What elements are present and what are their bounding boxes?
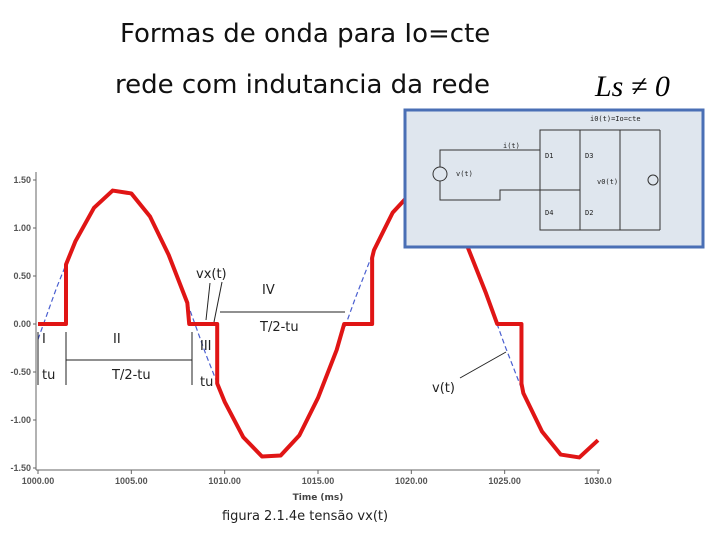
title-line2: rede com indutancia da rede	[115, 70, 490, 100]
inset-label: v0(t)	[597, 178, 618, 186]
annotation: T/2-tu	[259, 320, 299, 335]
x-tick-label: 1000.00	[22, 476, 55, 486]
inset-label: D3	[585, 152, 593, 160]
y-tick-label: -0.50	[10, 367, 31, 377]
annotations	[37, 281, 507, 385]
inset-label: i0(t)=Io=cte	[590, 115, 641, 123]
arrow	[205, 282, 211, 321]
inset-label: D1	[545, 152, 553, 160]
y-tick-label: -1.50	[10, 463, 31, 473]
annotation: IV	[262, 283, 275, 298]
inset-frame	[403, 108, 705, 249]
arrow	[213, 281, 223, 323]
formula: Ls ≠ 0	[594, 70, 670, 103]
arrow	[459, 351, 507, 379]
x-tick-label: 1025.00	[488, 476, 521, 486]
inset-label: v(t)	[456, 170, 473, 178]
annotation: tu	[200, 375, 213, 390]
annotation: vx(t)	[196, 267, 227, 282]
annotation: II	[113, 332, 121, 347]
annotation: v(t)	[432, 381, 455, 396]
x-axis-title: Time (ms)	[293, 493, 344, 503]
wires	[439, 129, 661, 231]
annotation: III	[200, 339, 212, 354]
annotation: T/2-tu	[111, 368, 151, 383]
y-tick-label: 0.00	[13, 319, 31, 329]
circuit-inset: i0(t)=Io=cte i(t) v(t) v0(t) D1 D3 D4 D2	[403, 108, 705, 249]
y-tick-label: 1.50	[13, 175, 31, 185]
inset-label: D2	[585, 209, 593, 217]
annotation: I	[42, 332, 46, 347]
inset-label: D4	[545, 209, 553, 217]
x-tick-label: 1015.00	[302, 476, 335, 486]
x-tick-label: 1020.00	[395, 476, 428, 486]
title-line1: Formas de onda para Io=cte	[120, 19, 490, 49]
current-source	[647, 174, 659, 186]
x-tick-label: 1005.00	[115, 476, 148, 486]
x-tick-label: 1030.0	[584, 476, 612, 486]
y-tick-label: 1.00	[13, 223, 31, 233]
y-tick-label: -1.00	[10, 415, 31, 425]
x-tick-label: 1010.00	[208, 476, 241, 486]
y-tick-label: 0.50	[13, 271, 31, 281]
annotation: tu	[42, 368, 55, 383]
series-line	[38, 188, 600, 460]
caption: figura 2.1.4e tensão vx(t)	[222, 509, 388, 524]
inset-label: i(t)	[503, 142, 520, 150]
